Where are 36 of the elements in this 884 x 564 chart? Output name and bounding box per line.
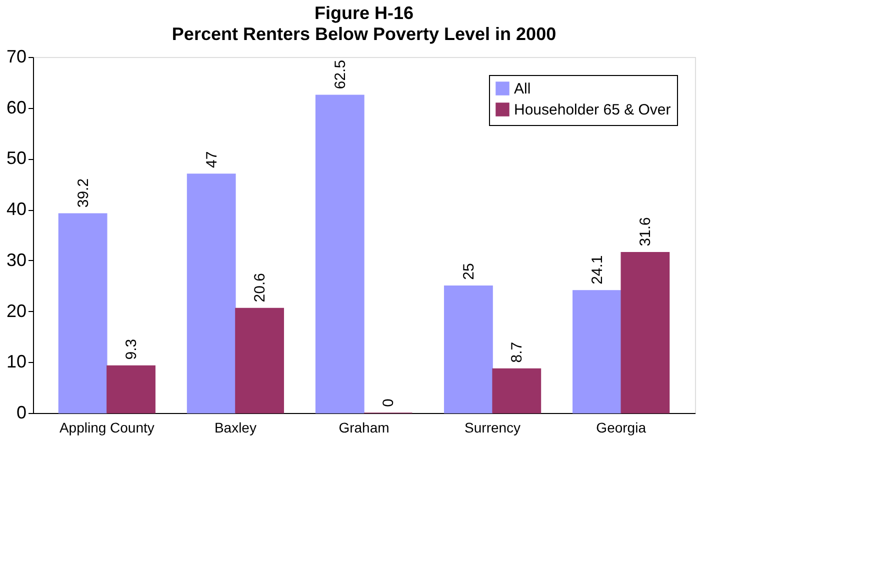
bar	[58, 213, 108, 414]
y-tick-label: 10	[6, 352, 26, 372]
y-tick-label: 30	[6, 250, 26, 270]
data-label: 0	[380, 398, 398, 407]
bar	[492, 368, 542, 414]
y-tick-label: 40	[6, 199, 26, 220]
bar	[186, 174, 236, 414]
bar	[444, 286, 493, 414]
bar	[315, 94, 364, 414]
bar	[235, 308, 284, 414]
data-label: 47	[203, 151, 220, 168]
legend-label: All	[514, 80, 531, 98]
x-tick-label: Graham	[338, 420, 390, 436]
x-tick-label: Surrency	[464, 420, 521, 436]
data-label: 39.2	[74, 178, 92, 208]
x-tick-label: Georgia	[596, 420, 646, 436]
chart-title: Figure H-16	[314, 3, 414, 23]
data-label: 25	[460, 263, 478, 280]
y-tick-label: 60	[6, 97, 26, 118]
data-label: 20.6	[252, 273, 269, 302]
x-tick-label: Baxley	[214, 420, 256, 436]
data-label: 24.1	[588, 255, 606, 284]
y-tick-label: 50	[6, 148, 26, 168]
x-tick-label: Appling County	[59, 420, 154, 436]
y-tick-label: 70	[6, 46, 26, 66]
bar	[620, 252, 670, 414]
legend-label: Householder 65 & Over	[514, 102, 671, 118]
y-tick-label: 0	[16, 402, 26, 422]
bar	[572, 290, 622, 414]
chart-subtitle: Percent Renters Below Poverty Level in 2000	[172, 24, 556, 44]
data-label: 62.5	[332, 60, 349, 90]
y-tick-label: 20	[6, 300, 26, 321]
data-label: 8.7	[508, 342, 526, 363]
data-label: 31.6	[637, 217, 654, 246]
bar	[106, 365, 156, 414]
data-label: 9.3	[123, 338, 140, 360]
